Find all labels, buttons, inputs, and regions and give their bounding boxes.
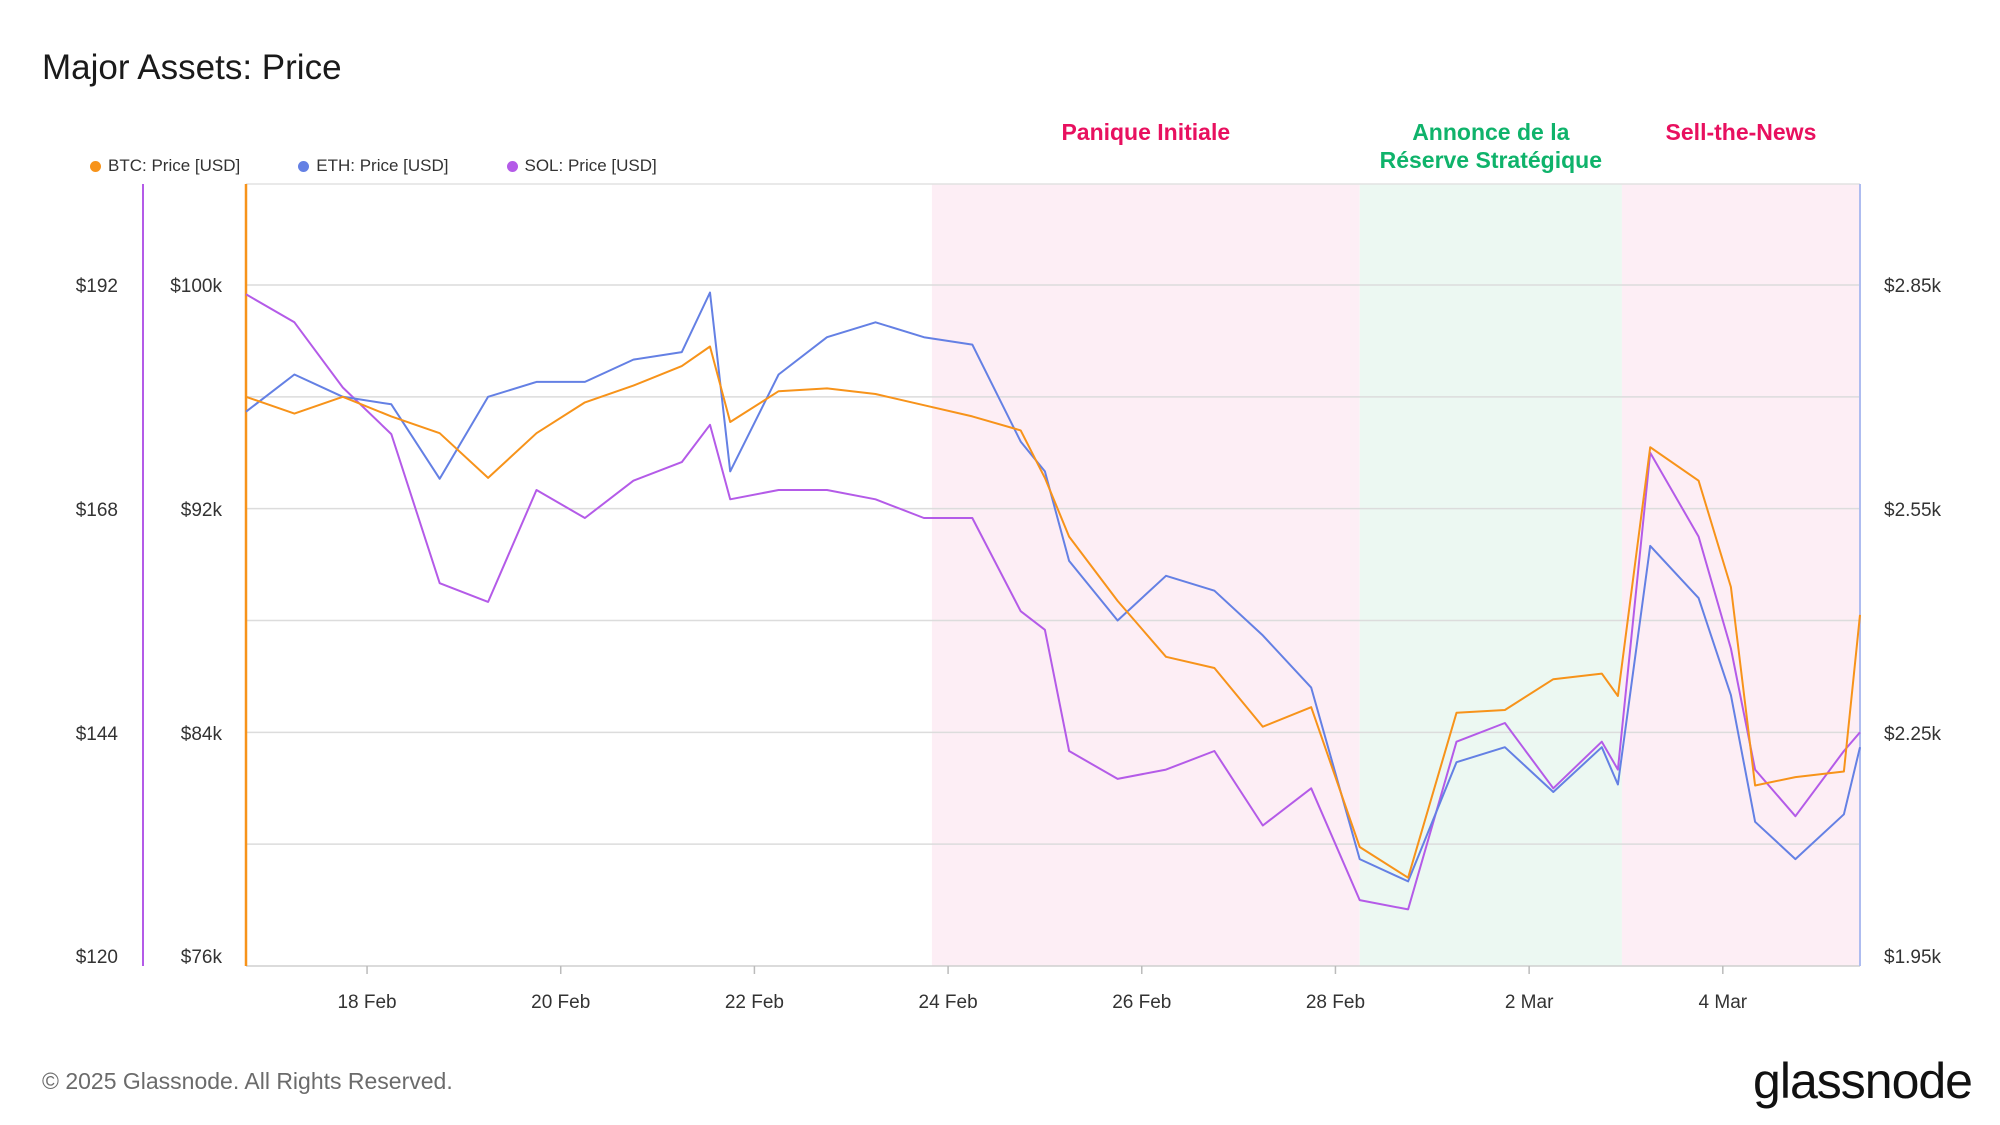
x-tick-label-7: 4 Mar xyxy=(1699,992,1748,1013)
eth-axis-tick-1: $2.55k xyxy=(1884,500,1942,521)
btc-axis-tick-0: $100k xyxy=(170,276,222,297)
btc-axis-tick-1: $92k xyxy=(181,500,223,521)
phase-band-2 xyxy=(1621,184,1860,966)
x-tick-label-1: 20 Feb xyxy=(531,992,590,1013)
eth-axis-tick-0: $2.85k xyxy=(1884,276,1942,297)
copyright-footer: © 2025 Glassnode. All Rights Reserved. xyxy=(42,1068,453,1094)
phase-label-2: Sell-the-News xyxy=(1666,119,1817,145)
legend-label-sol: SOL: Price [USD] xyxy=(524,156,657,175)
x-tick-label-2: 22 Feb xyxy=(725,992,784,1013)
x-tick-label-4: 26 Feb xyxy=(1112,992,1171,1013)
eth-axis-tick-3: $1.95k xyxy=(1884,947,1942,968)
legend-label-btc: BTC: Price [USD] xyxy=(108,156,241,175)
legend-item-eth[interactable]: ETH: Price [USD] xyxy=(298,156,449,176)
sol-axis-tick-2: $144 xyxy=(76,724,119,745)
btc-price-line xyxy=(245,345,1861,879)
legend-label-eth: ETH: Price [USD] xyxy=(316,156,449,175)
phase-band-0 xyxy=(931,184,1360,966)
eth-legend-dot-icon xyxy=(298,160,310,172)
x-tick-label-0: 18 Feb xyxy=(337,992,396,1013)
x-tick-label-5: 28 Feb xyxy=(1306,992,1365,1013)
phase-label-0: Panique Initiale xyxy=(1061,119,1230,145)
sol-price-line xyxy=(245,293,1861,911)
phase-label-1-line-0: Annonce de la xyxy=(1412,119,1569,145)
x-tick-label-6: 2 Mar xyxy=(1505,992,1554,1013)
chart-legend: BTC: Price [USD] ETH: Price [USD] SOL: P… xyxy=(90,156,657,176)
eth-axis-tick-2: $2.25k xyxy=(1884,724,1942,745)
btc-axis-tick-2: $84k xyxy=(181,724,223,745)
chart-title: Major Assets: Price xyxy=(42,48,342,87)
btc-legend-dot-icon xyxy=(90,160,101,172)
legend-item-btc[interactable]: BTC: Price [USD] xyxy=(90,156,240,176)
eth-price-line xyxy=(245,291,1861,883)
sol-axis-tick-1: $168 xyxy=(76,500,118,521)
sol-legend-dot-icon xyxy=(506,160,518,172)
x-tick-label-3: 24 Feb xyxy=(919,992,978,1013)
glassnode-logo: glassnode xyxy=(1753,1053,1973,1109)
sol-axis-tick-0: $192 xyxy=(76,276,118,297)
phase-label-1-line-1: Réserve Stratégique xyxy=(1380,147,1602,173)
sol-axis-tick-3: $120 xyxy=(76,947,118,968)
btc-axis-tick-3: $76k xyxy=(181,947,223,968)
phase-band-1 xyxy=(1359,184,1622,966)
legend-item-sol[interactable]: SOL: Price [USD] xyxy=(506,156,657,176)
